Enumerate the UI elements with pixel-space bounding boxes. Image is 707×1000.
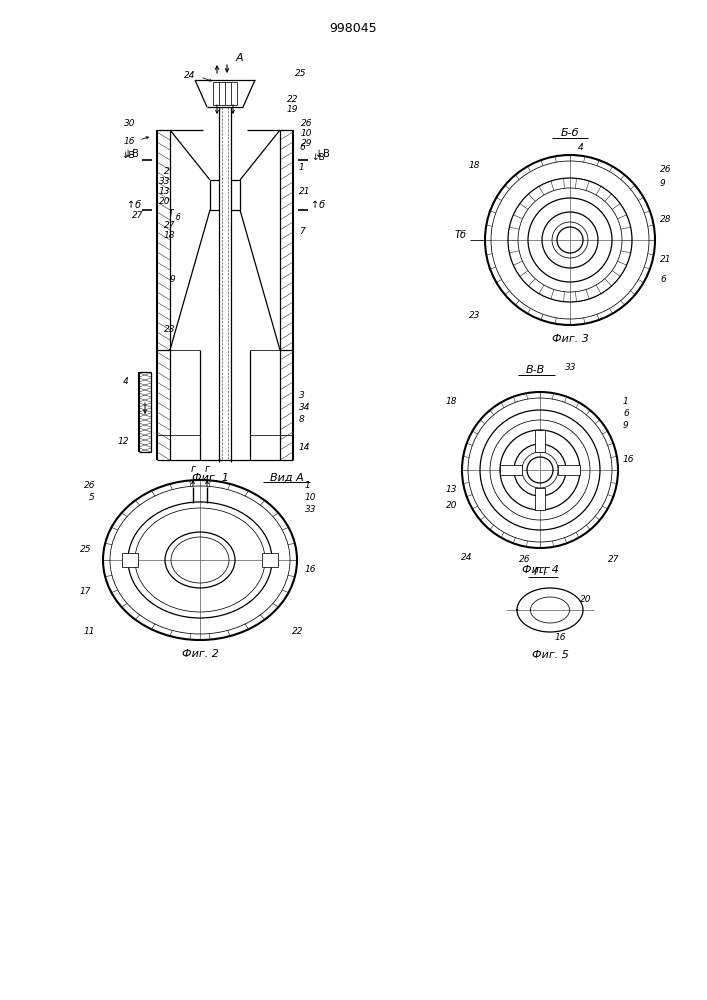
Text: 33: 33 [565, 363, 576, 372]
Text: 27: 27 [132, 211, 143, 220]
Text: 7: 7 [299, 228, 305, 236]
Text: 6: 6 [623, 410, 629, 418]
Text: 26: 26 [518, 556, 530, 564]
Text: А: А [235, 53, 243, 63]
Text: 22: 22 [292, 628, 303, 637]
Text: 24: 24 [460, 554, 472, 562]
Text: 16: 16 [623, 456, 634, 464]
Text: б: б [175, 213, 180, 222]
Text: ↓В: ↓В [122, 150, 135, 159]
Text: 17: 17 [79, 587, 91, 596]
Text: 9: 9 [623, 422, 629, 430]
Text: 18: 18 [469, 160, 480, 169]
Text: 11: 11 [83, 628, 95, 637]
Text: 6: 6 [299, 143, 305, 152]
Text: ↑б: ↑б [311, 200, 325, 210]
Text: 16: 16 [124, 136, 135, 145]
Text: 12: 12 [117, 438, 129, 446]
Text: ↓В: ↓В [124, 149, 139, 159]
Text: 4: 4 [123, 377, 129, 386]
Text: ↓В: ↓В [311, 153, 325, 162]
Text: Фиг. 3: Фиг. 3 [551, 334, 588, 344]
Polygon shape [535, 430, 545, 452]
Text: 33: 33 [158, 178, 170, 186]
Text: 13: 13 [158, 188, 170, 196]
Text: г: г [204, 464, 209, 474]
Polygon shape [500, 465, 522, 475]
Text: ↓В: ↓В [315, 149, 330, 159]
Text: 28: 28 [660, 216, 672, 225]
Polygon shape [535, 488, 545, 510]
Text: Б-б: Б-б [561, 128, 579, 138]
Text: 27: 27 [163, 221, 175, 230]
Text: 13: 13 [445, 486, 457, 494]
Text: 1: 1 [299, 163, 305, 172]
Text: 25: 25 [295, 70, 307, 79]
Text: 998045: 998045 [329, 21, 377, 34]
Text: 26: 26 [660, 165, 672, 174]
Text: 34: 34 [299, 402, 310, 412]
Text: В-В: В-В [525, 365, 544, 375]
Text: 8: 8 [299, 416, 305, 424]
Text: Г-Г: Г-Г [534, 567, 550, 577]
Text: Фиг. 1: Фиг. 1 [192, 473, 228, 483]
Text: Фиг. 4: Фиг. 4 [522, 565, 559, 575]
Text: 10: 10 [301, 129, 312, 138]
Text: 22: 22 [287, 95, 298, 104]
Text: 20: 20 [158, 198, 170, 207]
Text: 20: 20 [445, 500, 457, 510]
Text: 14: 14 [299, 444, 310, 452]
Text: 5: 5 [89, 493, 95, 502]
Polygon shape [262, 553, 278, 567]
Text: 6: 6 [660, 275, 666, 284]
Text: 33: 33 [305, 506, 317, 514]
Text: 9: 9 [660, 178, 666, 188]
Text: 4: 4 [578, 142, 584, 151]
Text: Фиг. 5: Фиг. 5 [532, 650, 568, 660]
Polygon shape [558, 465, 580, 475]
Text: 24: 24 [184, 72, 195, 81]
Text: 25: 25 [79, 546, 91, 554]
Text: 2: 2 [164, 166, 170, 176]
Text: 19: 19 [287, 104, 298, 113]
Text: Вид А: Вид А [270, 473, 304, 483]
Text: 1: 1 [305, 481, 311, 489]
Text: 23: 23 [469, 310, 480, 320]
Text: Т: Т [168, 210, 173, 219]
Text: Тб: Тб [455, 230, 467, 240]
Text: 10: 10 [305, 493, 317, 502]
Text: 18: 18 [163, 232, 175, 240]
Text: 9: 9 [169, 275, 175, 284]
Text: 26: 26 [83, 481, 95, 489]
Text: 1: 1 [623, 397, 629, 406]
Text: 27: 27 [608, 556, 619, 564]
Text: 20: 20 [580, 595, 592, 604]
Text: 21: 21 [299, 188, 310, 196]
Polygon shape [122, 553, 138, 567]
Text: 16: 16 [305, 566, 317, 574]
Text: 16: 16 [555, 634, 566, 643]
Text: Фиг. 2: Фиг. 2 [182, 649, 218, 659]
Text: 23: 23 [163, 326, 175, 334]
Text: 26: 26 [301, 119, 312, 128]
Text: г: г [190, 464, 196, 474]
Text: 21: 21 [660, 255, 672, 264]
Text: ↑б: ↑б [127, 200, 141, 210]
Text: 18: 18 [445, 397, 457, 406]
Text: 3: 3 [299, 390, 305, 399]
Text: 30: 30 [124, 119, 135, 128]
Text: 29: 29 [301, 139, 312, 148]
